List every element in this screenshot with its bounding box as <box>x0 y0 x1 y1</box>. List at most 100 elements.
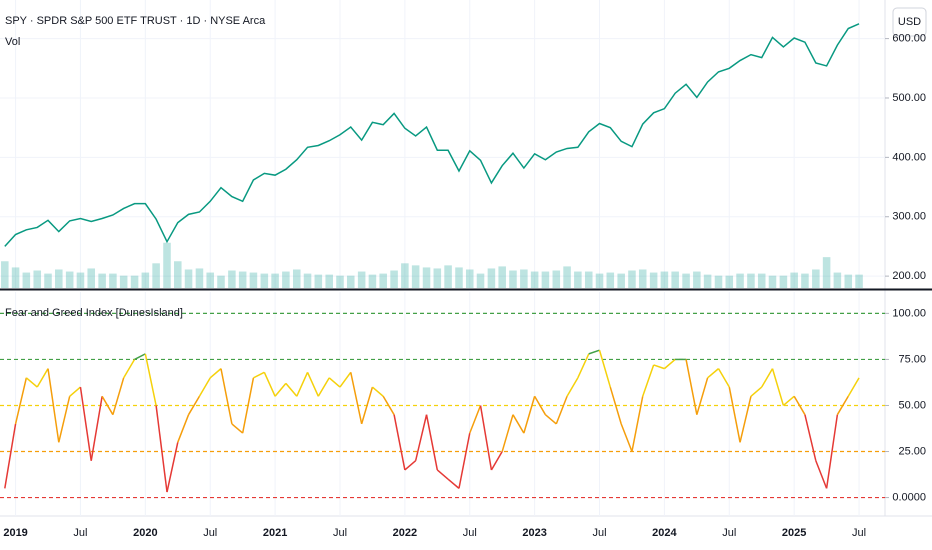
volume-bar <box>628 270 636 288</box>
indicator-segment <box>144 353 157 406</box>
volume-bar <box>833 272 842 288</box>
volume-bar <box>812 269 820 288</box>
indicator-segment <box>490 451 503 471</box>
indicator-segment <box>36 368 49 388</box>
volume-bar <box>757 273 766 288</box>
x-tick-label: 2024 <box>652 527 677 539</box>
indicator-segment <box>696 377 709 415</box>
volume-bar <box>55 269 63 288</box>
volume-bar <box>790 272 798 288</box>
volume-bar <box>801 273 809 288</box>
volume-bar <box>217 275 225 288</box>
volume-bar <box>779 275 788 288</box>
volume-bar <box>520 269 528 288</box>
indicator-segment <box>382 395 395 416</box>
indicator-segment <box>69 386 81 397</box>
indicator-segment <box>371 386 384 397</box>
indicator-segment <box>512 414 525 434</box>
indicator-segment <box>134 353 146 361</box>
x-tick-label: Jul <box>592 527 606 539</box>
indicator-segment <box>90 396 103 461</box>
volume-bar <box>314 274 323 288</box>
indicator-segment <box>4 423 17 489</box>
x-tick-label: 2020 <box>133 527 157 539</box>
currency-button[interactable] <box>892 7 927 37</box>
indicator-segment <box>761 368 774 388</box>
volume-bar <box>130 275 139 288</box>
indicator-segment <box>609 386 622 425</box>
volume-bar <box>476 273 485 288</box>
volume-bar <box>682 273 690 288</box>
indicator-segment <box>25 377 38 388</box>
volume-bar <box>401 263 409 288</box>
volume-bar <box>444 265 452 288</box>
volume-bar <box>390 270 398 288</box>
volume-bar <box>368 274 377 288</box>
x-tick-label: 2019 <box>3 527 27 539</box>
volume-bar <box>228 270 236 288</box>
indicator-segment <box>436 469 449 480</box>
volume-bar <box>844 274 853 288</box>
indicator-segment <box>58 396 71 443</box>
volume-bar <box>260 273 269 288</box>
indicator-segment <box>685 359 698 415</box>
indicator-segment <box>166 442 179 493</box>
volume-bar <box>530 271 539 288</box>
volume-bar <box>768 275 777 288</box>
volume-bar <box>703 274 712 288</box>
indicator-segment <box>653 364 665 370</box>
indicator-segment <box>739 396 752 443</box>
volume-bar <box>660 271 669 288</box>
indicator-segment <box>263 372 276 397</box>
volume-bar <box>541 271 550 288</box>
indicator-segment <box>782 395 795 407</box>
indicator-segment <box>79 386 92 461</box>
symbol-title: SPY · SPDR S&P 500 ETF TRUST · 1D · NYSE… <box>5 15 266 27</box>
indicator-segment <box>479 405 493 471</box>
indicator-segment <box>523 396 536 434</box>
x-tick-label: 2022 <box>393 527 417 539</box>
indicator-segment <box>588 349 600 355</box>
volume-bar <box>271 273 279 288</box>
indicator-segment <box>555 395 568 425</box>
volume-bar <box>336 275 344 288</box>
indicator-segment <box>750 386 763 397</box>
indicator-segment <box>155 405 168 493</box>
indicator-segment <box>793 395 806 416</box>
plot-layer <box>0 0 885 516</box>
volume-bar <box>141 272 150 288</box>
indicator-segment <box>728 386 741 443</box>
indicator-segment <box>707 368 719 379</box>
volume-bar <box>465 269 474 288</box>
x-tick-label: Jul <box>73 527 87 539</box>
indicator-segment <box>425 414 439 471</box>
indicator-segment <box>458 432 471 489</box>
volume-bar <box>736 273 744 288</box>
volume-bar <box>76 272 85 288</box>
y-tick-label: 300.00 <box>892 211 926 223</box>
y-tick-label: 0.0000 <box>892 491 926 503</box>
indicator-segment <box>847 377 860 397</box>
volume-bar <box>163 242 171 288</box>
volume-bar <box>325 274 333 288</box>
volume-bar <box>33 270 42 288</box>
volume-bar <box>293 269 301 288</box>
volume-bar <box>649 272 658 288</box>
y-tick-label: 500.00 <box>892 92 926 104</box>
x-tick-label: Jul <box>722 527 736 539</box>
currency-label[interactable]: USD <box>898 16 921 28</box>
indicator-segment <box>598 350 612 388</box>
indicator-segment <box>306 372 319 397</box>
indicator-segment <box>198 377 211 397</box>
volume-bar <box>109 273 117 288</box>
indicator-segment <box>620 423 633 452</box>
volume-bar <box>65 271 74 288</box>
indicator-segment <box>631 396 644 452</box>
volume-bar <box>206 272 214 288</box>
volume-bar <box>346 275 355 288</box>
volume-bar <box>44 273 52 288</box>
volume-bar <box>714 275 723 288</box>
x-tick-label: Jul <box>333 527 347 539</box>
